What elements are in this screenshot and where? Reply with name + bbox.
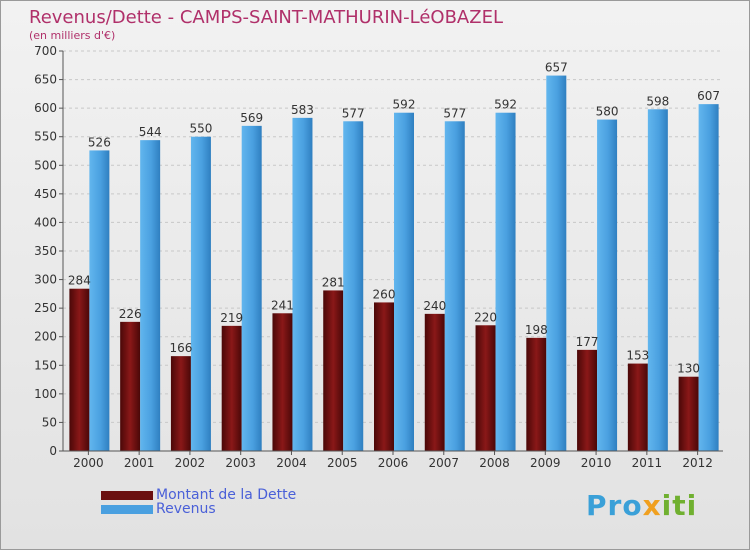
debt-value-label: 198: [525, 323, 548, 337]
revenue-bar: [343, 121, 364, 452]
revenue-value-label: 577: [443, 106, 466, 120]
revenue-bar: [394, 112, 414, 451]
debt-bar: [526, 337, 547, 451]
revenue-value-label: 592: [494, 98, 517, 112]
debt-value-label: 240: [423, 299, 446, 313]
x-tick-label: 2007: [428, 456, 459, 470]
debt-bar: [170, 356, 191, 451]
legend-item-debt: Montant de la Dette: [101, 487, 296, 503]
debt-value-label: 166: [169, 341, 192, 355]
debt-bar: [374, 302, 394, 451]
revenue-value-label: 657: [545, 61, 568, 75]
y-tick-label: 350: [34, 244, 57, 258]
x-tick-label: 2001: [124, 456, 155, 470]
revenue-value-label: 544: [139, 125, 162, 139]
revenue-value-label: 526: [88, 135, 111, 149]
debt-bar: [627, 363, 648, 451]
x-tick-label: 2002: [175, 456, 206, 470]
revenue-value-label: 569: [240, 111, 263, 125]
debt-bar: [424, 313, 445, 451]
revenue-bar: [190, 136, 211, 451]
chart-subtitle: (en milliers d'€): [29, 29, 116, 42]
revenue-value-label: 580: [596, 105, 619, 119]
revenue-bar: [597, 119, 618, 452]
y-tick-label: 50: [42, 415, 57, 429]
x-tick-label: 2004: [276, 456, 307, 470]
debt-bar: [221, 325, 242, 451]
legend-swatch-debt: [101, 490, 153, 500]
debt-bar: [272, 313, 293, 451]
revenue-bar: [292, 117, 313, 451]
debt-bar: [120, 321, 141, 451]
y-tick-label: 700: [34, 44, 57, 58]
y-tick-label: 450: [34, 187, 57, 201]
debt-value-label: 153: [626, 349, 649, 363]
debt-bar: [69, 288, 90, 451]
legend-item-revenue: Revenus: [101, 501, 216, 517]
debt-value-label: 281: [322, 275, 345, 289]
x-tick-label: 2003: [225, 456, 256, 470]
x-tick-label: 2000: [73, 456, 104, 470]
y-tick-label: 200: [34, 330, 57, 344]
x-tick-label: 2009: [530, 456, 561, 470]
y-tick-label: 600: [34, 101, 57, 115]
x-tick-label: 2010: [581, 456, 612, 470]
debt-value-label: 226: [119, 307, 142, 321]
y-tick-label: 0: [49, 444, 57, 458]
x-tick-label: 2005: [327, 456, 358, 470]
y-tick-label: 650: [34, 73, 57, 87]
debt-bar: [475, 325, 496, 451]
revenue-bar: [546, 75, 567, 452]
debt-bar: [577, 349, 598, 451]
debt-value-label: 284: [68, 274, 91, 288]
revenue-value-label: 592: [393, 98, 416, 112]
revenue-value-label: 550: [189, 122, 212, 136]
debt-value-label: 241: [271, 298, 294, 312]
debt-value-label: 177: [576, 335, 599, 349]
x-tick-label: 2012: [682, 456, 713, 470]
y-tick-label: 500: [34, 158, 57, 172]
revenue-bar: [140, 140, 161, 451]
y-tick-label: 300: [34, 273, 57, 287]
debt-value-label: 260: [373, 287, 396, 301]
revenue-value-label: 598: [646, 94, 669, 108]
debt-bar: [323, 290, 344, 451]
revenue-value-label: 577: [342, 106, 365, 120]
legend-label-revenue: Revenus: [156, 501, 216, 517]
revenue-bar: [444, 121, 465, 452]
chart-title: Revenus/Dette - CAMPS-SAINT-MATHURIN-LéO…: [29, 7, 503, 28]
x-tick-label: 2006: [378, 456, 409, 470]
y-tick-label: 250: [34, 301, 57, 315]
revenue-bar: [89, 150, 110, 451]
debt-value-label: 219: [220, 311, 243, 325]
x-tick-label: 2008: [479, 456, 510, 470]
y-tick-label: 400: [34, 215, 57, 229]
debt-value-label: 220: [474, 310, 497, 324]
revenue-bar: [647, 109, 668, 452]
revenue-bar: [495, 112, 516, 451]
x-tick-label: 2011: [632, 456, 663, 470]
proxiti-logo: Proxiti: [586, 489, 698, 522]
debt-value-label: 130: [677, 362, 700, 376]
y-tick-label: 100: [34, 387, 57, 401]
legend-swatch-revenue: [101, 504, 153, 514]
revenue-value-label: 607: [697, 89, 720, 103]
legend-label-debt: Montant de la Dette: [156, 487, 297, 503]
y-tick-label: 550: [34, 130, 57, 144]
revenue-value-label: 583: [291, 103, 314, 117]
revenue-bar: [241, 125, 262, 451]
debt-bar: [678, 376, 699, 451]
revenue-bar: [698, 104, 719, 452]
y-tick-label: 150: [34, 358, 57, 372]
